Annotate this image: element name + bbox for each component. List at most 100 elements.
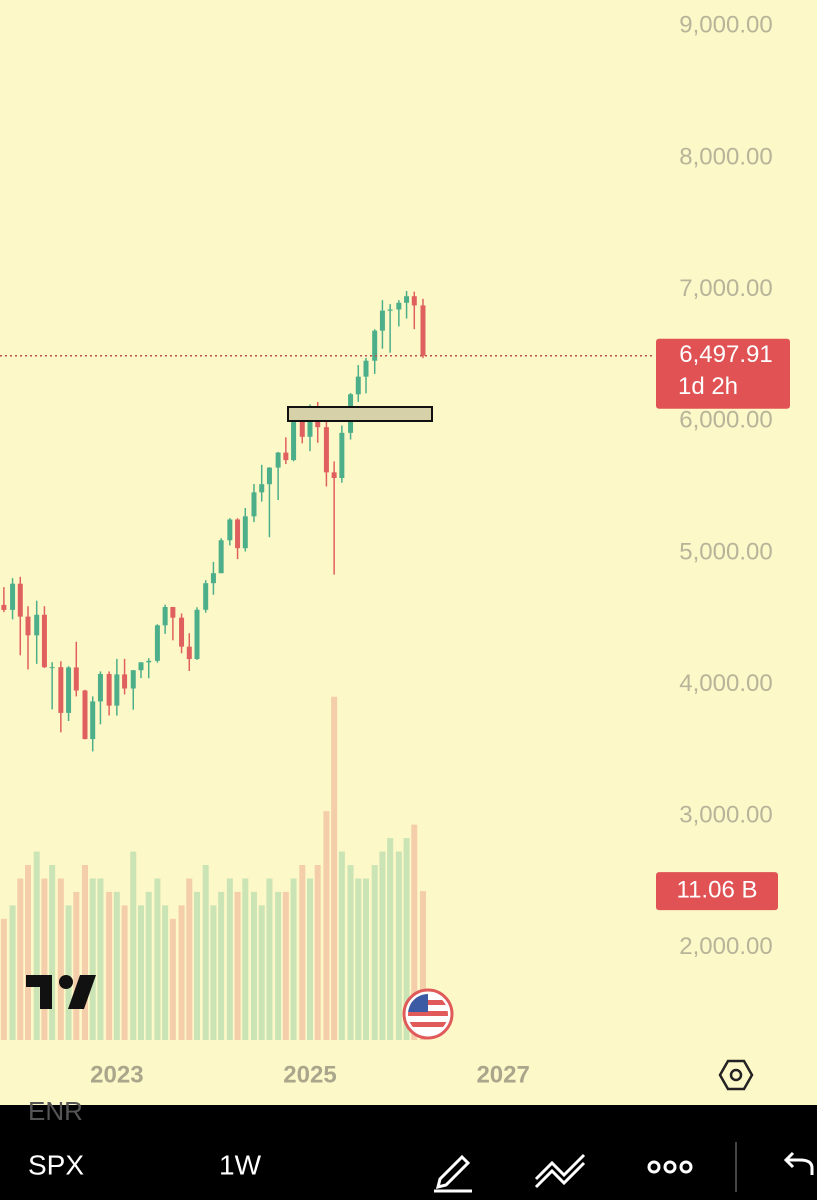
- candle-body: [227, 519, 233, 541]
- symbol-button[interactable]: SPX: [28, 1149, 84, 1180]
- volume-bar: [347, 865, 354, 1040]
- axes: 9,000.00 8,000.00 7,000.00 6,000.00 5,000.00…: [0, 12, 790, 1088]
- candle-body: [259, 484, 265, 493]
- candle-body: [339, 432, 345, 479]
- candle-body: [170, 607, 176, 618]
- volume-bar: [49, 865, 56, 1040]
- volume-bar: [250, 891, 257, 1040]
- volume-badge: [656, 872, 778, 911]
- countdown-label: 1d 2h: [678, 373, 738, 400]
- candle-body: [97, 674, 103, 702]
- volume-bar: [65, 905, 72, 1040]
- volume-bar: [234, 891, 241, 1040]
- interval-button[interactable]: 1W: [219, 1149, 262, 1180]
- candle-body: [396, 302, 402, 310]
- volume-bar: [323, 811, 330, 1040]
- volume-bar: [25, 865, 32, 1040]
- volume-bar: [218, 891, 225, 1040]
- volume-bar: [226, 878, 233, 1040]
- undo-button[interactable]: [783, 1151, 814, 1175]
- candle-body: [235, 519, 241, 549]
- volume-bar: [41, 878, 48, 1040]
- candle-body: [73, 667, 79, 691]
- y-tick-label: 9,000.00: [679, 12, 772, 39]
- volume-bar: [81, 865, 88, 1040]
- volume-bar: [266, 878, 273, 1040]
- candle-body: [114, 674, 120, 706]
- volume-value-label: 11.06 B: [677, 876, 758, 903]
- volume-bar: [282, 891, 289, 1040]
- volume-bar: [97, 878, 104, 1040]
- volume-bar: [145, 891, 152, 1040]
- candle-body: [379, 310, 385, 331]
- candle-body: [186, 646, 192, 660]
- drawn-rectangle[interactable]: [287, 406, 433, 422]
- volume-bar: [33, 851, 40, 1040]
- volume-bar: [9, 905, 16, 1040]
- toolbar: [0, 1105, 817, 1200]
- candle-body: [82, 690, 88, 740]
- volume-bar: [186, 878, 193, 1040]
- candle-body: [25, 616, 31, 636]
- candle-body: [122, 674, 128, 689]
- volume-bar: [355, 878, 362, 1040]
- candle-body: [162, 607, 168, 626]
- volume-bar: [258, 905, 265, 1040]
- candle-body: [411, 296, 417, 306]
- volume-bar: [137, 905, 144, 1040]
- candle-body: [331, 472, 337, 479]
- volume-bar: [210, 905, 217, 1040]
- volume-bar: [403, 838, 410, 1040]
- volume-bar: [154, 878, 161, 1040]
- candle-body: [387, 309, 393, 311]
- candle-body: [363, 360, 369, 377]
- hidden-symbol: ENR: [28, 1096, 83, 1126]
- volume-bar: [275, 891, 282, 1040]
- draw-tool-button[interactable]: [434, 1154, 472, 1193]
- candle-body: [1, 604, 7, 610]
- candle-body: [146, 660, 152, 663]
- volume-bar: [194, 891, 201, 1040]
- volume-bar: [202, 865, 209, 1040]
- candle-body: [283, 452, 289, 461]
- candle-body: [49, 667, 55, 669]
- candle-body: [218, 540, 224, 574]
- candle-body: [372, 330, 378, 361]
- candle-body: [307, 416, 313, 437]
- us-flag-icon: [402, 988, 454, 1040]
- candle-body: [194, 609, 200, 660]
- volume-bar: [17, 878, 24, 1040]
- x-tick-label: 2027: [476, 1061, 529, 1088]
- candle-body: [66, 667, 72, 713]
- volume-bar: [419, 891, 426, 1040]
- candle-body: [299, 417, 305, 437]
- candle-body: [291, 417, 297, 461]
- volume-bar: [299, 865, 306, 1040]
- x-tick-label: 2023: [90, 1061, 143, 1088]
- volume-bar: [169, 918, 176, 1040]
- trend-tool-button[interactable]: [534, 1153, 586, 1189]
- candle-body: [106, 674, 112, 706]
- tv-logo: [26, 975, 96, 1009]
- volume-bar: [130, 851, 137, 1040]
- y-tick-label: 7,000.00: [679, 275, 772, 302]
- volume-bar: [331, 696, 338, 1040]
- y-tick-label: 3,000.00: [679, 802, 772, 829]
- volume-bar: [379, 851, 386, 1040]
- volume-bar: [371, 865, 378, 1040]
- y-tick-label: 8,000.00: [679, 143, 772, 170]
- volume-bar: [290, 878, 297, 1040]
- volume-bar: [363, 878, 370, 1040]
- more-button[interactable]: [647, 1160, 693, 1174]
- volume-bar: [242, 878, 249, 1040]
- volume-pane: [0, 696, 426, 1040]
- y-tick-label: 2,000.00: [679, 933, 772, 960]
- candle-body: [210, 573, 216, 584]
- settings-button[interactable]: [718, 1059, 754, 1091]
- candle-body: [154, 625, 160, 661]
- y-tick-label: 6,000.00: [679, 407, 772, 434]
- volume-bar: [73, 891, 80, 1040]
- candle-body: [420, 305, 426, 356]
- candle-body: [266, 467, 272, 485]
- y-tick-label: 4,000.00: [679, 670, 772, 697]
